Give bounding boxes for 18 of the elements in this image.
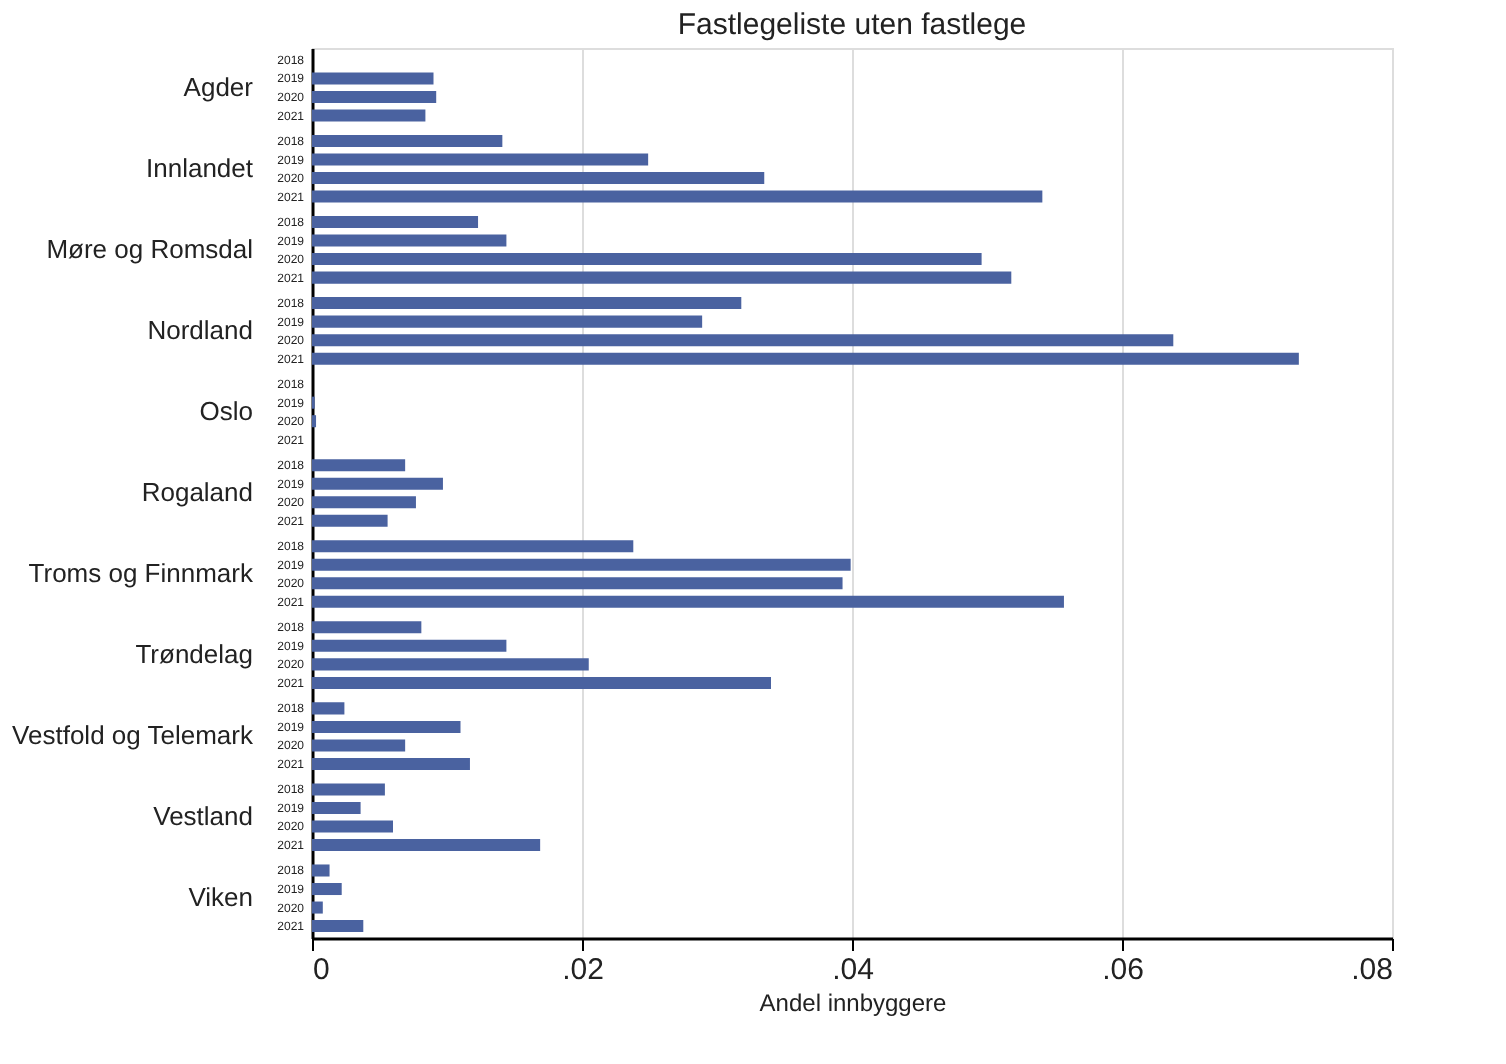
y-tick-label: Vestfold og Telemark xyxy=(12,720,254,751)
y-tick-label: Innlandet xyxy=(146,152,254,183)
y-tick-label: Trøndelag xyxy=(135,639,253,670)
x-tick-label: .02 xyxy=(562,953,604,987)
y-tick-label: Agder xyxy=(183,71,255,102)
y-tick-label: Troms og Finnmark xyxy=(28,558,254,589)
y-tick-label: Rogaland xyxy=(141,477,253,507)
y-tick-label: Vestland xyxy=(153,801,253,832)
x-tick-label: 0 xyxy=(313,953,330,987)
y-tick-label: Oslo xyxy=(199,395,253,426)
x-tick-label: .06 xyxy=(1102,953,1144,987)
chart-title: Fastlegeliste uten fastlege xyxy=(677,8,1027,42)
y-tick-label: Viken xyxy=(188,882,253,913)
x-tick-label: .04 xyxy=(832,953,874,987)
x-tick-label: .08 xyxy=(1351,953,1393,987)
y-tick-label: Nordland xyxy=(147,314,253,345)
y-tick-label: Møre og Romsdal xyxy=(46,233,254,264)
x-axis-title: Andel innbyggere xyxy=(759,989,948,1017)
